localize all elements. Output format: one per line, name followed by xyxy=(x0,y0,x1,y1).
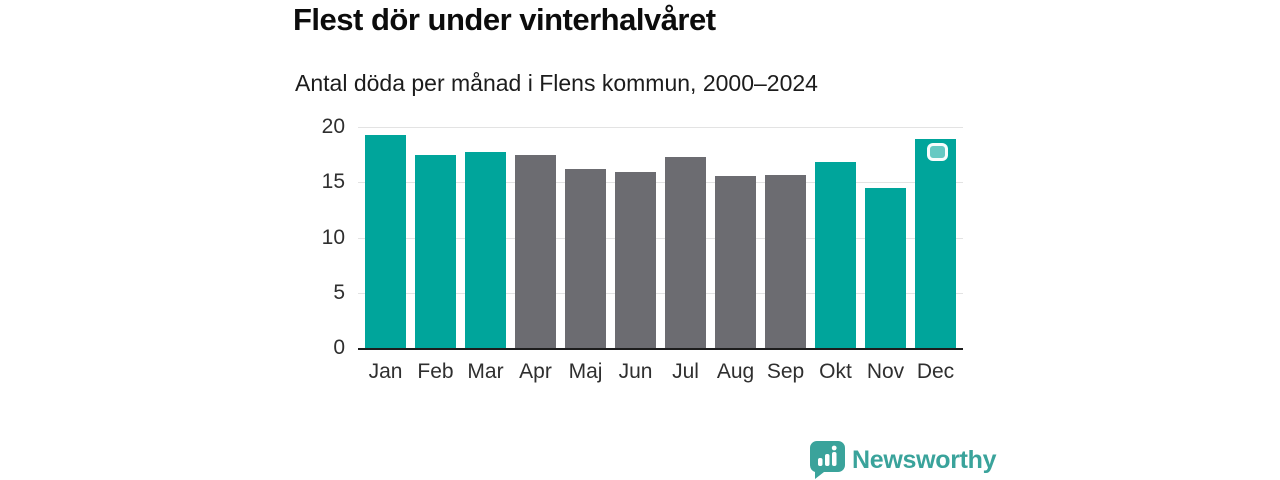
bar-group xyxy=(365,134,956,348)
x-axis-label-aug: Aug xyxy=(716,360,755,383)
x-axis-label-dec: Dec xyxy=(916,360,955,383)
bar-apr xyxy=(515,154,556,348)
bar-maj xyxy=(565,169,606,348)
x-axis-label-jul: Jul xyxy=(672,360,699,383)
x-axis-labels: Jan Feb Mar Apr Maj Jun Jul Aug Sep Okt Nov Dec xyxy=(365,360,956,384)
x-axis-label-maj: Maj xyxy=(568,360,603,383)
newsworthy-logo-icon xyxy=(810,441,845,479)
newsworthy-branding: Newsworthy xyxy=(810,441,997,479)
x-axis-label-okt: Okt xyxy=(819,360,852,383)
bar-jan xyxy=(365,134,406,348)
x-axis-label-nov: Nov xyxy=(866,360,905,383)
bar-nov xyxy=(865,187,906,348)
x-axis-label-feb: Feb xyxy=(417,360,454,383)
x-axis-label-jun: Jun xyxy=(618,360,653,383)
bar-jul xyxy=(665,156,706,348)
plot-area: Jan Feb Mar Apr Maj Jun Jul Aug Sep Okt Nov Dec 0 5 1… xyxy=(322,116,963,383)
x-axis-label-mar: Mar xyxy=(467,360,504,383)
cursor-highlight-marker xyxy=(927,143,948,161)
gridline-y20 xyxy=(358,127,963,128)
bar-sep xyxy=(765,174,806,348)
newsworthy-logo-text: Newsworthy xyxy=(852,445,997,474)
y-axis-tick-0: 0 xyxy=(333,336,345,359)
bar-okt xyxy=(815,162,856,348)
y-axis-tick-15: 15 xyxy=(321,170,345,194)
bar-feb xyxy=(415,154,456,348)
y-axis-tick-20: 20 xyxy=(321,115,345,138)
x-axis-label-jan: Jan xyxy=(368,360,403,383)
x-axis-label-apr: Apr xyxy=(519,360,552,383)
bar-dec xyxy=(915,139,956,348)
chart-title: Flest dör under vinterhalvåret xyxy=(293,2,716,37)
bar-jun xyxy=(615,172,656,348)
gridline-y10 xyxy=(358,237,963,239)
bar-aug xyxy=(715,175,756,348)
chart-subtitle: Antal döda per månad i Flens kommun, 200… xyxy=(295,70,818,96)
x-axis-label-sep: Sep xyxy=(766,360,805,383)
y-axis-tick-5: 5 xyxy=(333,280,345,304)
gridline-y5 xyxy=(358,292,963,294)
y-axis-tick-10: 10 xyxy=(321,225,345,249)
bar-mar xyxy=(465,152,506,348)
gridline-y15 xyxy=(358,182,963,184)
